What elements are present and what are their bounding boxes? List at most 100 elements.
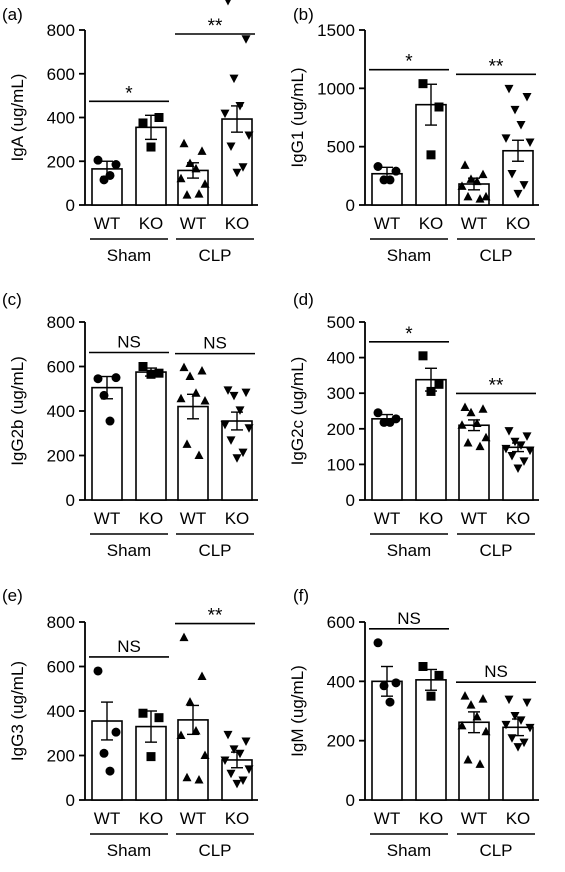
data-point [525, 446, 535, 456]
data-point [501, 720, 511, 730]
significance-label: NS [397, 609, 421, 628]
data-point [182, 190, 192, 199]
bar-group [371, 638, 403, 801]
y-tick-label: 200 [327, 732, 355, 751]
data-point [501, 444, 511, 454]
x-tick-label: KO [419, 214, 444, 233]
x-tick-label: WT [94, 214, 120, 233]
bar [371, 418, 403, 501]
significance-label: ** [489, 56, 504, 77]
data-point [197, 146, 207, 155]
data-point [426, 386, 436, 396]
data-point [463, 754, 473, 764]
bar-group [415, 351, 447, 501]
data-point [220, 109, 230, 119]
data-point [200, 750, 210, 759]
data-point [154, 113, 164, 122]
data-point [391, 678, 401, 688]
data-point [138, 708, 148, 718]
data-point [507, 734, 517, 743]
data-point [138, 362, 148, 371]
bar [135, 371, 167, 501]
bar-group [91, 666, 123, 801]
data-point [154, 713, 164, 723]
y-tick-label: 0 [346, 196, 355, 215]
data-point [185, 158, 195, 167]
y-tick-label: 800 [47, 613, 75, 632]
data-point [225, 0, 231, 6]
data-point [481, 726, 491, 736]
data-point [525, 138, 535, 147]
y-tick-label: 0 [66, 791, 75, 810]
data-point [105, 170, 115, 180]
data-point [478, 694, 488, 703]
y-tick-label: 200 [47, 447, 75, 466]
group-label: CLP [198, 841, 231, 860]
bar-group [220, 386, 254, 501]
x-tick-label: KO [139, 809, 164, 828]
data-point [146, 142, 156, 152]
data-point [466, 174, 476, 183]
data-point [241, 388, 251, 398]
y-tick-label: 500 [327, 313, 355, 332]
x-tick-label: WT [180, 809, 206, 828]
data-point [516, 441, 526, 450]
group-label: Sham [387, 841, 431, 860]
data-point [472, 711, 482, 721]
data-point [244, 131, 254, 140]
data-point [457, 420, 467, 429]
data-point [197, 671, 207, 681]
data-point [501, 134, 511, 143]
y-axis-label: IgG1 (ug/mL) [288, 67, 307, 167]
group-label: Sham [107, 841, 151, 860]
y-tick-label: 0 [346, 791, 355, 810]
bar-group [220, 0, 254, 206]
data-point [179, 362, 189, 372]
data-point [241, 737, 251, 747]
y-tick-label: 200 [47, 152, 75, 171]
data-point [238, 448, 248, 458]
group-label: CLP [479, 541, 512, 560]
bar-group [176, 138, 210, 206]
group-label: Sham [387, 246, 431, 265]
group-label: CLP [198, 541, 231, 560]
data-point [235, 101, 245, 111]
y-tick-label: 600 [327, 613, 355, 632]
data-point [418, 662, 428, 671]
data-point [185, 697, 195, 706]
data-point [457, 720, 467, 730]
data-point [481, 432, 491, 442]
y-tick-label: 600 [47, 358, 75, 377]
data-point [179, 138, 189, 148]
x-tick-label: WT [374, 509, 400, 528]
data-point [238, 163, 248, 172]
data-point [516, 716, 526, 725]
significance-label: ** [208, 16, 223, 37]
data-point [232, 779, 242, 789]
data-point [475, 441, 485, 451]
bar-group [176, 632, 210, 801]
group-label: Sham [107, 541, 151, 560]
data-point [504, 84, 514, 94]
x-tick-label: KO [225, 214, 250, 233]
data-point [513, 743, 523, 752]
data-point [105, 766, 115, 776]
data-point [176, 730, 186, 739]
bar-group [415, 662, 447, 801]
data-point [194, 774, 204, 784]
bar-group [457, 402, 491, 501]
data-point [510, 437, 520, 447]
data-point [223, 730, 233, 740]
y-tick-label: 400 [47, 402, 75, 421]
data-point [418, 351, 428, 361]
data-point [525, 723, 535, 733]
data-point [176, 393, 186, 403]
data-point [516, 121, 526, 130]
x-tick-label: KO [506, 509, 531, 528]
data-point [99, 390, 109, 400]
panel-letter: (c) [2, 290, 22, 309]
significance-label: * [405, 52, 413, 73]
y-tick-label: 800 [47, 21, 75, 40]
data-point [194, 189, 204, 198]
x-tick-label: KO [419, 809, 444, 828]
